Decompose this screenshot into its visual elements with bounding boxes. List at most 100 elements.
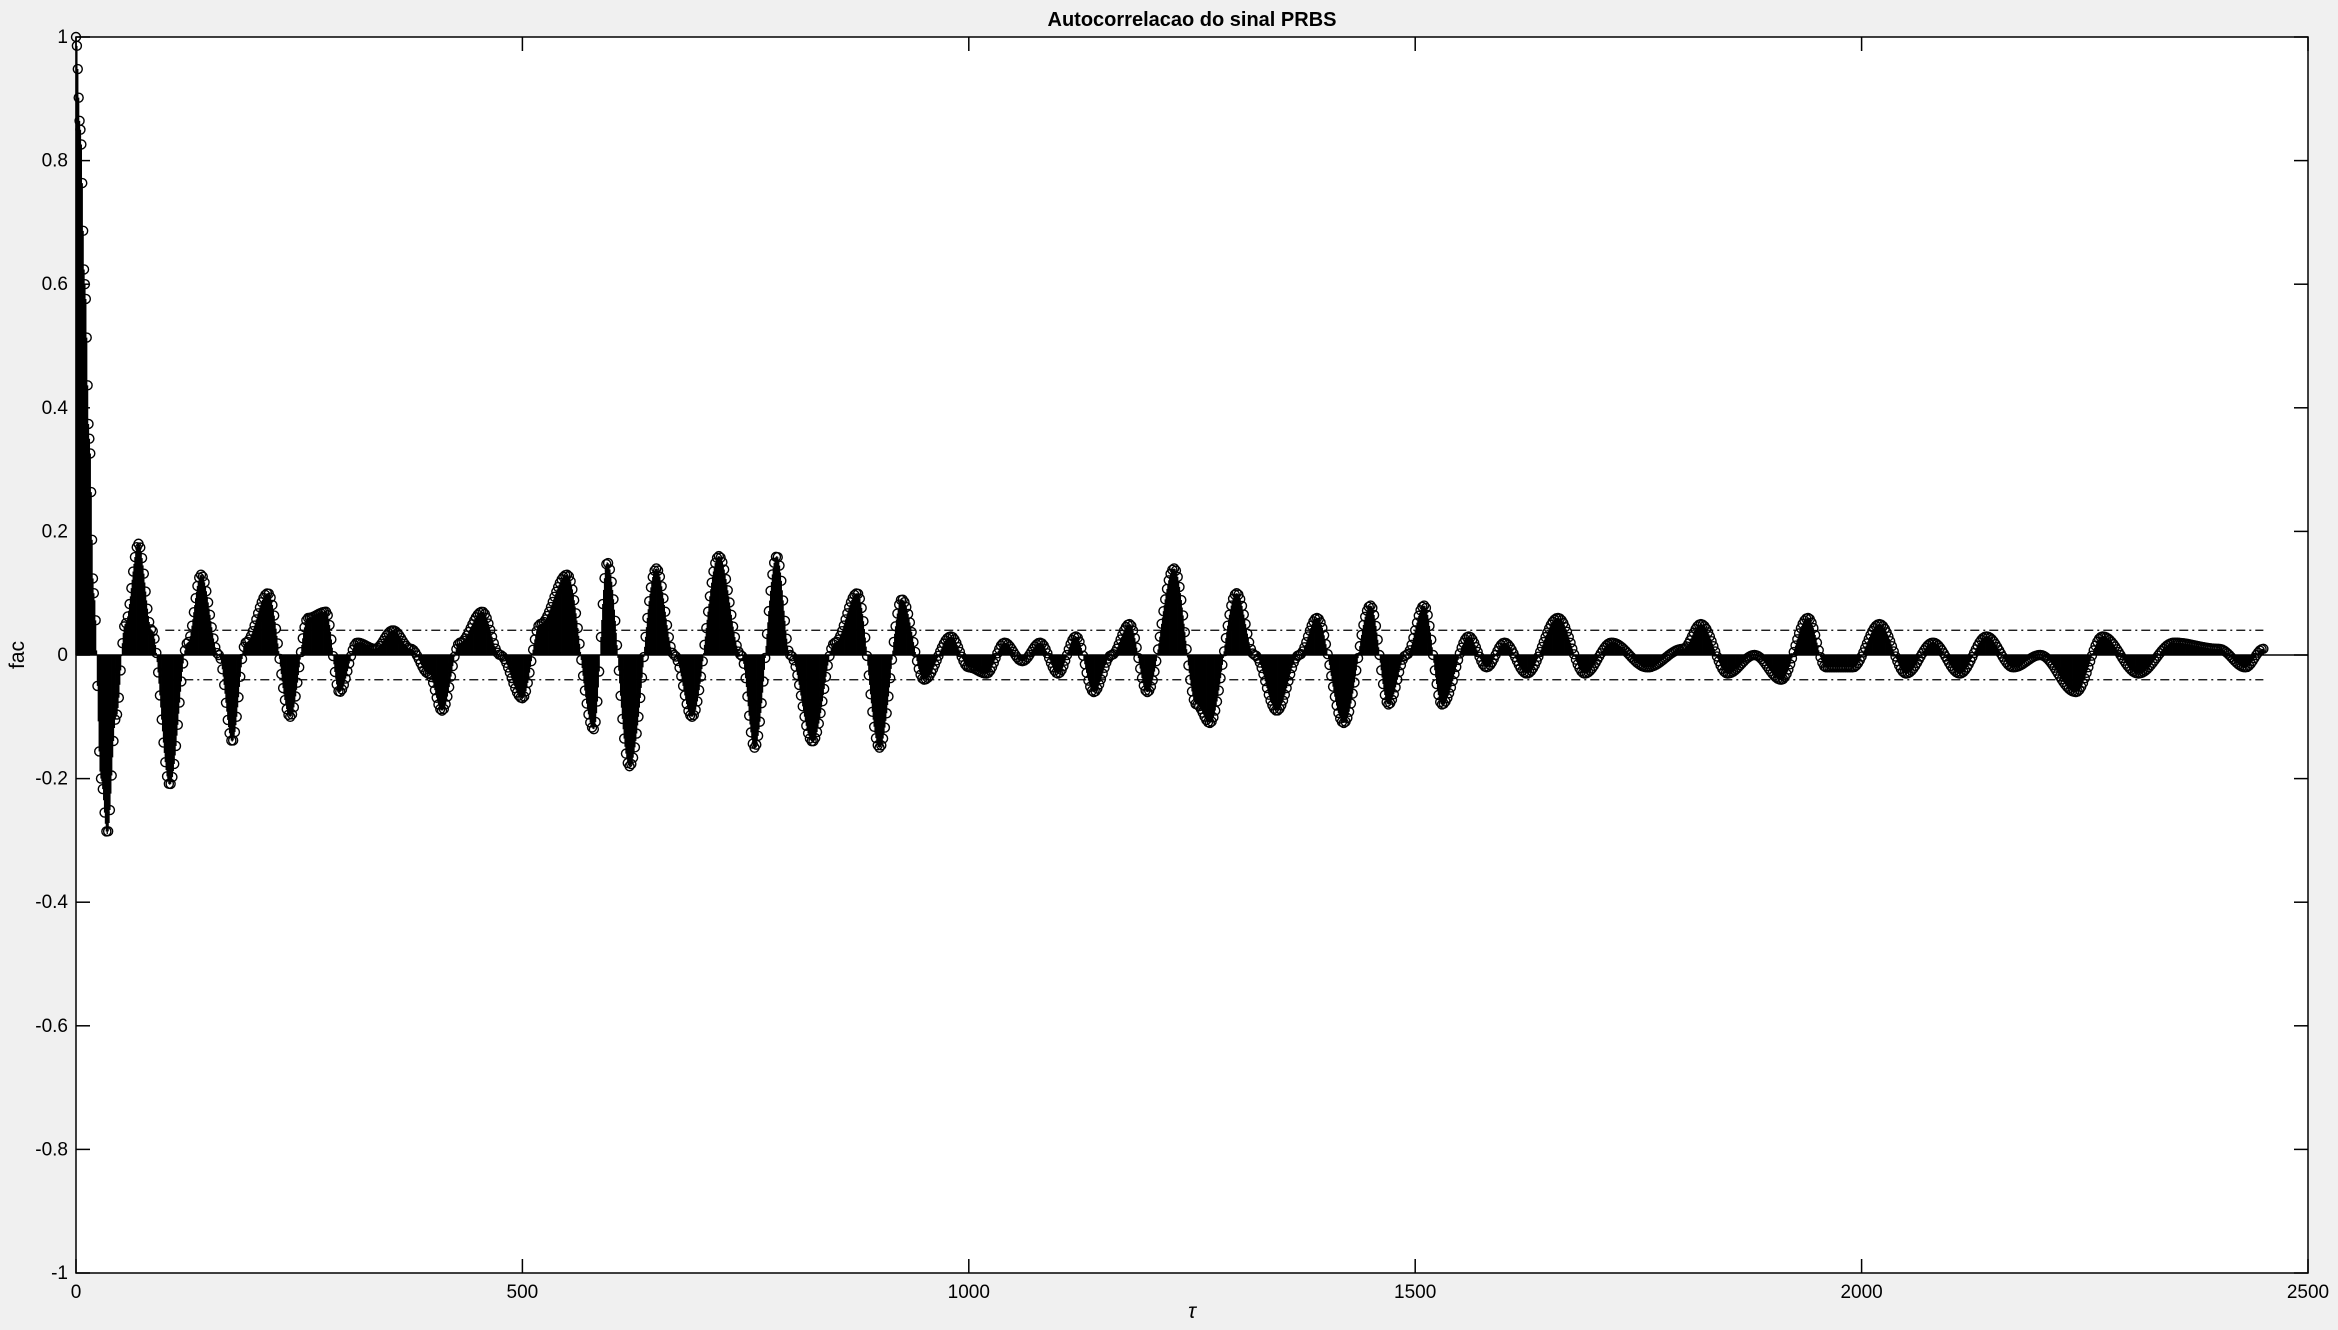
stem-marker — [342, 666, 353, 677]
stem-marker — [1731, 663, 1742, 675]
stem-marker — [1317, 622, 1328, 634]
stem-marker — [1004, 641, 1016, 652]
stem-marker — [1424, 620, 1435, 632]
stem-marker — [1308, 616, 1319, 627]
stem-marker — [672, 655, 683, 667]
stem-marker — [327, 650, 339, 662]
stem-marker — [1097, 668, 1108, 679]
stem-marker — [1917, 648, 1928, 659]
stem-marker — [1815, 651, 1826, 663]
stem-marker — [1286, 662, 1298, 674]
stem-marker — [2054, 671, 2066, 682]
stem-marker — [1445, 682, 1457, 693]
stem-marker — [568, 595, 580, 606]
stem-marker — [704, 591, 716, 602]
stem-marker — [1183, 660, 1194, 671]
stem-marker — [508, 678, 519, 689]
x-axis-label: τ — [1188, 1300, 1197, 1323]
stem-marker — [1704, 631, 1716, 642]
stem-marker — [906, 626, 917, 638]
stem-marker — [1042, 648, 1053, 659]
stem-marker — [649, 565, 660, 576]
stem-marker — [760, 652, 771, 664]
axis-ticks: 0 500 1000 1500 2000 2500 -1 -0.8 -0.6 -0.4 -0.2 0 0… — [35, 27, 2329, 1303]
stem-marker — [743, 710, 755, 721]
stem-marker — [572, 622, 583, 634]
stem-marker — [660, 606, 671, 617]
stem-marker — [1709, 646, 1721, 657]
stem-marker — [1181, 643, 1192, 655]
stem-marker — [1281, 682, 1292, 694]
stem-marker — [136, 552, 148, 564]
y-tick-label: -0.4 — [35, 892, 68, 913]
stem-marker — [551, 586, 562, 597]
stem-marker — [861, 650, 873, 662]
stem-marker — [2047, 659, 2058, 671]
stem-marker — [1152, 644, 1164, 655]
stem-marker — [501, 657, 512, 669]
stem-marker — [604, 564, 616, 575]
stem-marker — [152, 667, 164, 678]
stem-marker — [1888, 646, 1899, 657]
stem-marker — [1006, 643, 1017, 655]
stem-marker — [1352, 652, 1364, 664]
stem-marker — [297, 633, 308, 644]
stem-marker — [1429, 665, 1441, 676]
stem-marker — [1808, 622, 1819, 634]
stem-marker — [608, 594, 619, 605]
stem-marker — [1788, 646, 1799, 658]
stem-marker — [1177, 610, 1189, 621]
stem-marker — [1790, 640, 1801, 651]
stem-marker — [1008, 646, 1019, 658]
stem-marker — [1074, 636, 1085, 647]
stem-marker — [824, 650, 835, 662]
stem-marker — [110, 714, 121, 725]
stem-marker — [2118, 655, 2130, 666]
stem-marker — [99, 807, 110, 818]
stem-marker — [602, 557, 614, 569]
stem-marker — [1559, 621, 1571, 633]
stem-marker — [1454, 648, 1466, 659]
stem-marker — [1806, 617, 1817, 628]
stem-marker — [1277, 695, 1289, 706]
stem-marker — [345, 650, 357, 662]
stem-marker — [1565, 637, 1576, 649]
stem-marker — [83, 418, 94, 430]
stem-marker — [629, 742, 641, 753]
stem-marker — [636, 672, 648, 683]
stem-marker — [1276, 700, 1287, 711]
stem-marker — [1142, 686, 1153, 698]
stem-marker — [1883, 631, 1894, 642]
stem-marker — [611, 639, 623, 651]
stem-marker — [1367, 602, 1378, 614]
stem-marker — [522, 677, 533, 689]
stem-marker — [1420, 602, 1432, 614]
stem-marker — [574, 638, 585, 650]
stem-marker — [640, 631, 651, 643]
stem-marker — [144, 616, 155, 628]
stem-marker — [1470, 641, 1482, 653]
stem-marker — [1711, 651, 1723, 662]
stem-marker — [1254, 657, 1266, 668]
stem-marker — [269, 610, 280, 621]
stem-marker — [217, 664, 228, 675]
stem-marker — [129, 551, 141, 563]
stem-marker — [77, 225, 89, 237]
stem-marker — [758, 676, 769, 687]
stem-marker — [693, 685, 705, 696]
stem-marker — [2247, 655, 2258, 667]
stem-marker — [95, 773, 107, 784]
stem-marker — [1083, 675, 1094, 686]
stem-marker — [931, 655, 942, 666]
stem-marker — [860, 632, 871, 643]
stem-marker — [78, 264, 90, 275]
stem-marker — [1418, 600, 1430, 611]
stem-marker — [1393, 666, 1405, 678]
stem-marker — [685, 710, 696, 721]
stem-marker — [486, 631, 498, 642]
stem-marker — [92, 680, 103, 692]
stem-marker — [681, 698, 692, 710]
stem-marker — [1131, 642, 1142, 653]
stem-marker — [701, 622, 712, 634]
stem-marker — [1333, 707, 1344, 719]
